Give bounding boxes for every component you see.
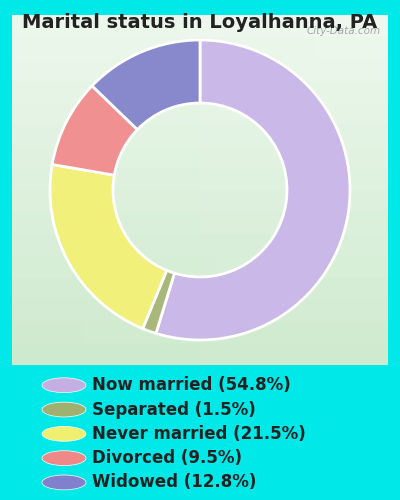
- Text: Never married (21.5%): Never married (21.5%): [92, 425, 306, 443]
- Wedge shape: [143, 270, 174, 334]
- Wedge shape: [52, 86, 137, 175]
- Circle shape: [42, 402, 86, 417]
- Circle shape: [42, 450, 86, 466]
- Wedge shape: [92, 40, 200, 130]
- Text: Marital status in Loyalhanna, PA: Marital status in Loyalhanna, PA: [22, 12, 378, 32]
- Text: Widowed (12.8%): Widowed (12.8%): [92, 474, 256, 492]
- Circle shape: [42, 426, 86, 442]
- Circle shape: [42, 378, 86, 392]
- Circle shape: [42, 475, 86, 490]
- Wedge shape: [50, 164, 167, 328]
- Wedge shape: [156, 40, 350, 340]
- Text: Separated (1.5%): Separated (1.5%): [92, 400, 256, 418]
- Text: Now married (54.8%): Now married (54.8%): [92, 376, 291, 394]
- Text: Divorced (9.5%): Divorced (9.5%): [92, 449, 242, 467]
- Text: City-Data.com: City-Data.com: [306, 26, 380, 36]
